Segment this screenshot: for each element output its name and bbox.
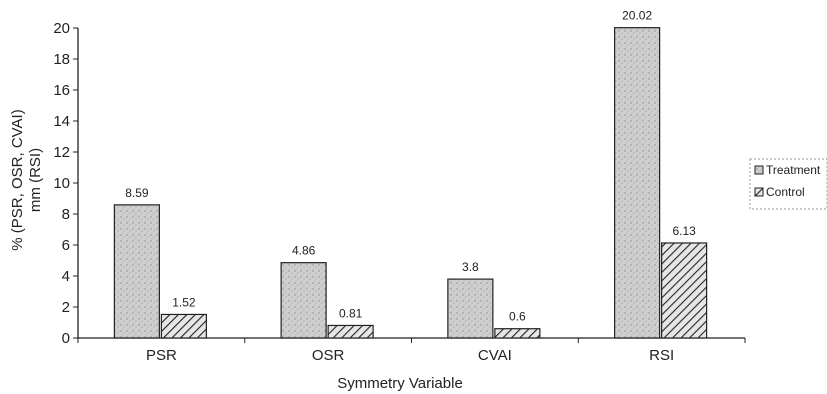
y-tick-label: 6 xyxy=(62,237,70,254)
data-label: 0.81 xyxy=(339,306,363,320)
bar-control-rsi xyxy=(661,242,708,339)
x-category-label: OSR xyxy=(312,347,345,364)
y-tick-label: 0 xyxy=(62,330,70,347)
x-category-label: CVAI xyxy=(478,347,512,364)
y-tick-label: 18 xyxy=(53,51,70,68)
data-label: 6.13 xyxy=(672,224,696,238)
bar-control-psr xyxy=(160,313,207,339)
bar-control-osr xyxy=(327,324,374,339)
bars xyxy=(113,27,708,339)
bar-treatment-rsi xyxy=(614,27,661,339)
legend-swatch-control xyxy=(754,187,764,197)
bar-treatment-psr xyxy=(113,204,160,339)
y-tick-label: 20 xyxy=(53,20,70,37)
x-axis-title: Symmetry Variable xyxy=(337,375,463,392)
y-tick-label: 10 xyxy=(53,175,70,192)
y-axis-title-line-2: mm (RSI) xyxy=(27,148,44,212)
x-category-label: RSI xyxy=(649,347,674,364)
x-category-label: PSR xyxy=(146,347,177,364)
data-label: 20.02 xyxy=(622,9,652,23)
legend-label-control: Control xyxy=(766,185,805,199)
y-tick-label: 12 xyxy=(53,144,70,161)
data-label: 3.8 xyxy=(462,260,479,274)
y-tick-label: 14 xyxy=(53,113,70,130)
y-axis-title-line-1: % (PSR, OSR, CVAI) xyxy=(9,109,26,250)
bar-treatment-osr xyxy=(280,262,327,339)
legend-label-treatment: Treatment xyxy=(766,163,821,177)
legend: Treatment Control xyxy=(749,158,827,210)
bar-control-cvai xyxy=(494,328,541,339)
data-label: 0.6 xyxy=(509,310,526,324)
bar-treatment-cvai xyxy=(447,278,494,339)
data-label: 8.59 xyxy=(125,186,149,200)
data-labels: 8.59 1.52 4.86 0.81 3.8 0.6 20.02 6.13 xyxy=(125,9,696,324)
y-tick-label: 8 xyxy=(62,206,70,223)
y-tick-label: 2 xyxy=(62,299,70,316)
data-label: 4.86 xyxy=(292,244,316,258)
y-tick-label: 16 xyxy=(53,82,70,99)
y-tick-label: 4 xyxy=(62,268,70,285)
legend-swatch-treatment xyxy=(754,165,764,175)
data-label: 1.52 xyxy=(172,295,196,309)
